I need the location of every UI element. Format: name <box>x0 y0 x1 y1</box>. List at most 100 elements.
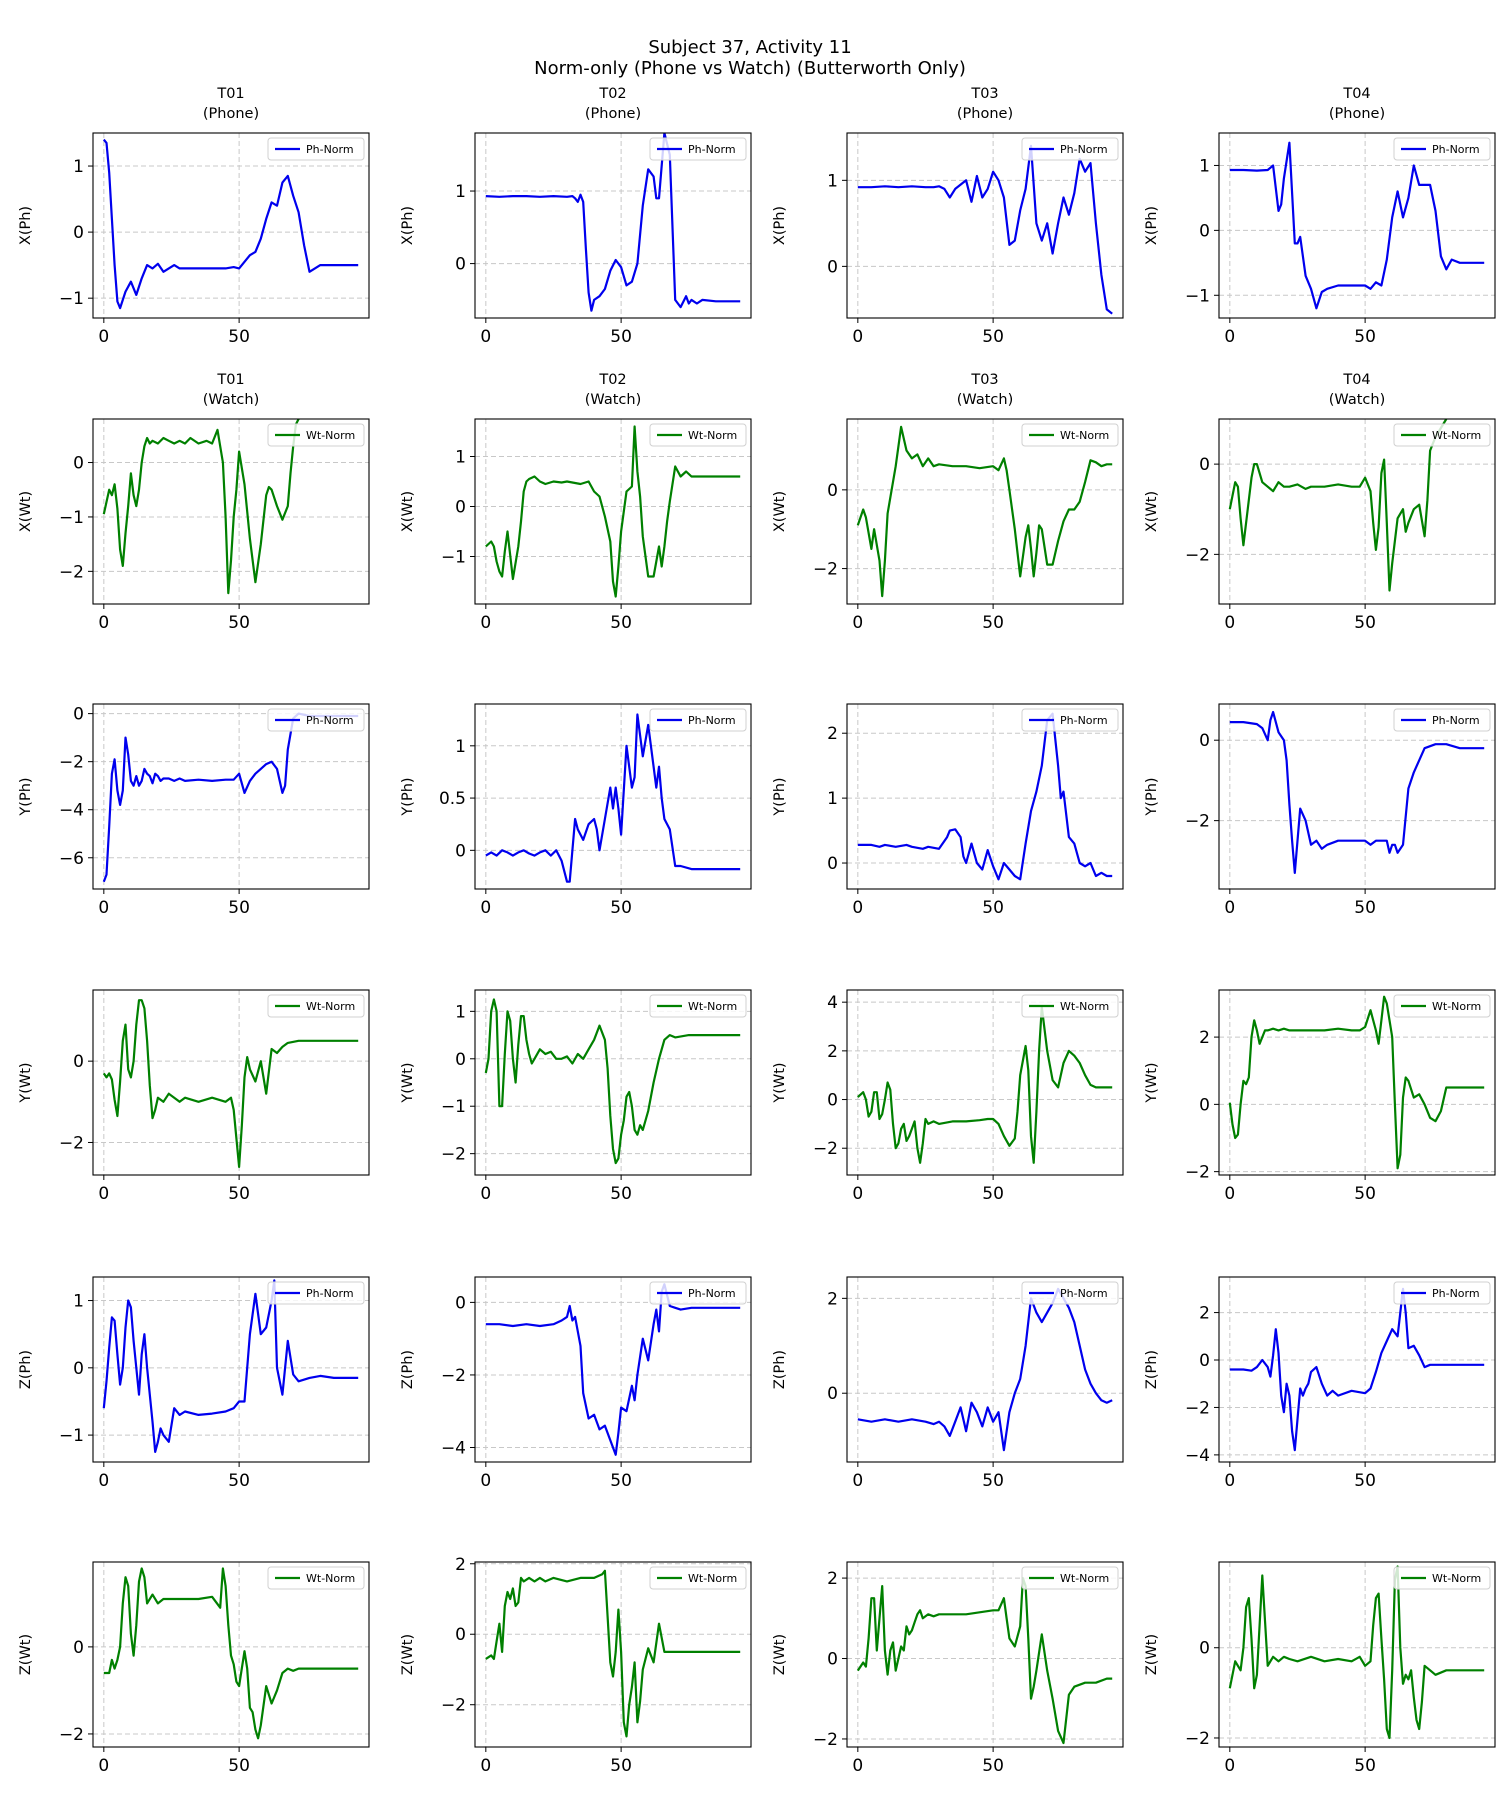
y-tick-label: −2 <box>1185 545 1210 565</box>
y-axis-label: Y(Wt) <box>400 1062 416 1103</box>
y-tick-label: 0 <box>73 1359 84 1379</box>
legend-box <box>649 1566 747 1590</box>
y-tick-label: −2 <box>59 753 84 773</box>
subplot-title: (Phone) <box>585 106 641 122</box>
legend-label: Ph-Norm <box>1432 143 1480 156</box>
y-tick-label: 0 <box>1199 731 1210 751</box>
x-tick-label: 50 <box>610 898 632 918</box>
legend: Wt-Norm <box>1393 1566 1491 1590</box>
series-line-r5c2 <box>856 1577 1113 1745</box>
legend: Ph-Norm <box>1393 137 1491 161</box>
y-axis-label: Z(Ph) <box>772 1350 788 1389</box>
legend: Ph-Norm <box>1393 708 1491 732</box>
x-tick-label: 0 <box>852 1184 863 1204</box>
axes-frame <box>1218 418 1496 605</box>
y-tick-label: −2 <box>1185 1729 1210 1749</box>
series-line-r0c1 <box>485 133 741 312</box>
y-tick-label: 0 <box>1199 455 1210 475</box>
subplot-title: T04 <box>1342 372 1370 388</box>
y-tick-label: 0 <box>73 705 84 725</box>
x-tick-label: 50 <box>228 898 250 918</box>
legend-box <box>267 708 365 732</box>
x-tick-label: 50 <box>982 613 1004 633</box>
subplot-r5c0: 0 50 −2 0 Z(Wt) Wt-Norm <box>18 1561 370 1776</box>
y-axis-label: X(Wt) <box>1144 491 1160 532</box>
subplot-title: (Watch) <box>1329 392 1385 408</box>
x-tick-label: 0 <box>1224 613 1235 633</box>
y-tick-label: 4 <box>827 993 838 1013</box>
x-tick-label: 50 <box>1354 327 1376 347</box>
subplot-title: (Watch) <box>957 392 1013 408</box>
axes-frame <box>474 1561 752 1748</box>
axes-frame <box>846 1276 1124 1463</box>
legend: Ph-Norm <box>267 1281 365 1305</box>
subplot-r0c0: 0 50 −1 0 1 X(Ph) T01 (Phone) Ph-Norm <box>18 86 370 347</box>
y-tick-label: 1 <box>1199 156 1210 176</box>
legend-box <box>1393 137 1491 161</box>
y-tick-label: −4 <box>441 1438 466 1458</box>
y-tick-label: −2 <box>59 1133 84 1153</box>
y-tick-label: 1 <box>73 157 84 177</box>
y-tick-label: 0 <box>1199 1095 1210 1115</box>
subplot-title: T03 <box>970 372 998 388</box>
x-tick-label: 0 <box>98 1756 109 1776</box>
y-tick-label: 0 <box>827 481 838 501</box>
y-tick-label: −2 <box>813 560 838 580</box>
subplot-r1c2: 0 50 −2 0 X(Wt) T03 (Watch) Wt-Norm <box>772 372 1124 633</box>
legend: Wt-Norm <box>1393 994 1491 1018</box>
legend-box <box>267 1281 365 1305</box>
legend-box <box>1021 1281 1119 1305</box>
legend-label: Ph-Norm <box>1432 714 1480 727</box>
y-tick-label: −2 <box>441 1366 466 1386</box>
y-axis-label: Z(Ph) <box>400 1350 416 1389</box>
legend-label: Wt-Norm <box>1060 1000 1109 1013</box>
y-axis-label: Z(Wt) <box>1144 1634 1160 1675</box>
y-tick-label: 0 <box>455 1293 466 1313</box>
legend-label: Wt-Norm <box>1060 1572 1109 1585</box>
axes-frame <box>474 418 752 605</box>
y-axis-label: Z(Ph) <box>1144 1350 1160 1389</box>
series-line-r1c1 <box>485 425 741 598</box>
x-tick-label: 50 <box>982 327 1004 347</box>
y-tick-label: 0 <box>73 454 84 474</box>
subplot-r1c1: 0 50 −1 0 1 X(Wt) T02 (Watch) Wt-Norm <box>400 372 752 633</box>
y-axis-label: X(Wt) <box>772 491 788 532</box>
y-axis-label: Z(Ph) <box>18 1350 34 1389</box>
subplot-r2c2: 0 50 0 1 2 Y(Ph) Ph-Norm <box>772 703 1124 918</box>
legend-label: Ph-Norm <box>1432 1287 1480 1300</box>
subplot-r2c3: 0 50 −2 0 Y(Ph) Ph-Norm <box>1144 703 1496 918</box>
subplot-r0c1: 0 50 0 1 X(Ph) T02 (Phone) Ph-Norm <box>400 86 752 347</box>
figure-title-line1: Subject 37, Activity 11 <box>648 37 851 58</box>
y-tick-label: −1 <box>59 508 84 528</box>
legend-label: Wt-Norm <box>688 429 737 442</box>
y-tick-label: −2 <box>813 1139 838 1159</box>
legend-box <box>649 1281 747 1305</box>
subplot-title: T04 <box>1342 86 1370 102</box>
series-line-r4c0 <box>102 1279 359 1453</box>
y-tick-label: −2 <box>1185 812 1210 832</box>
x-tick-label: 0 <box>480 613 491 633</box>
subplot-r5c1: 0 50 −2 0 2 Z(Wt) Wt-Norm <box>400 1555 752 1776</box>
y-tick-label: −4 <box>59 801 84 821</box>
y-axis-label: X(Ph) <box>400 206 416 245</box>
axes-frame <box>846 1561 1124 1748</box>
y-axis-label: X(Ph) <box>18 206 34 245</box>
subplot-title: T01 <box>216 372 244 388</box>
x-tick-label: 0 <box>98 613 109 633</box>
x-tick-label: 50 <box>1354 1184 1376 1204</box>
x-tick-label: 50 <box>982 1471 1004 1491</box>
y-tick-label: 0 <box>827 257 838 277</box>
y-tick-label: −2 <box>441 1145 466 1165</box>
legend: Wt-Norm <box>649 994 747 1018</box>
y-axis-label: Y(Ph) <box>1144 777 1160 816</box>
axes-frame <box>1218 1276 1496 1463</box>
legend-label: Ph-Norm <box>1060 143 1108 156</box>
series-line-r1c0 <box>102 419 300 595</box>
y-axis-label: X(Ph) <box>772 206 788 245</box>
series-line-r3c2 <box>857 1005 1113 1164</box>
y-tick-label: 2 <box>827 1289 838 1309</box>
x-tick-label: 0 <box>480 1184 491 1204</box>
series-line-r1c3 <box>1228 419 1448 592</box>
y-tick-label: 0 <box>455 255 466 275</box>
y-axis-label: Z(Wt) <box>18 1634 34 1675</box>
